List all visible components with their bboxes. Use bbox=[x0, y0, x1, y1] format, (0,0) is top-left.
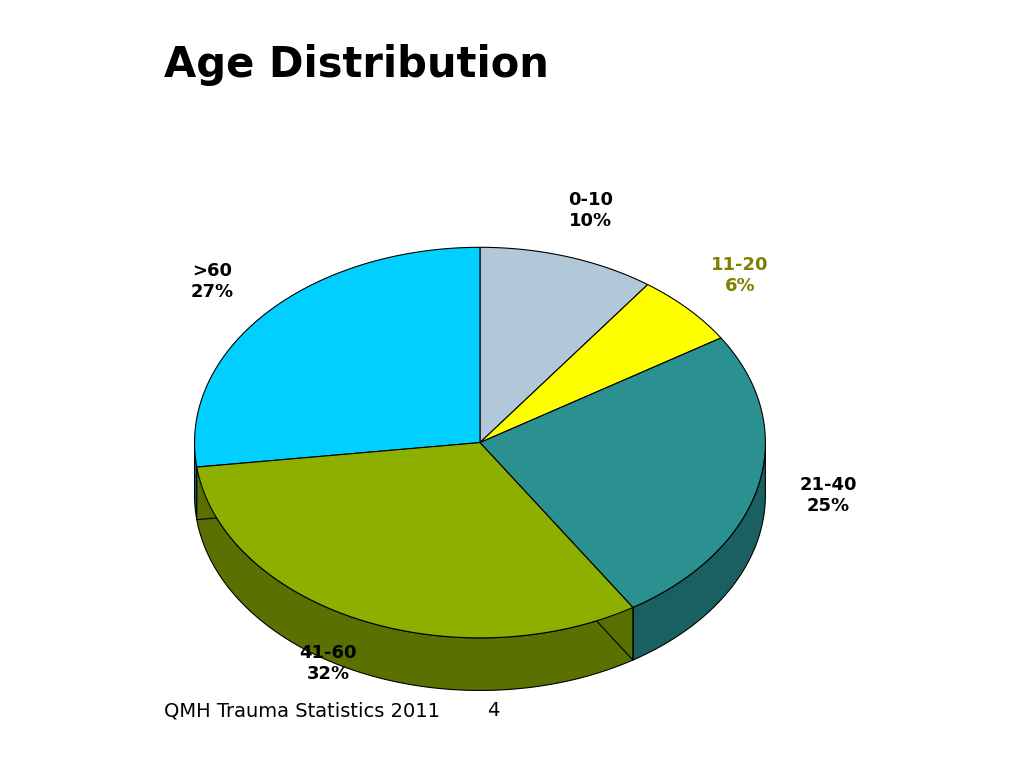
Text: 11-20
6%: 11-20 6% bbox=[710, 256, 768, 295]
Polygon shape bbox=[480, 285, 720, 443]
Polygon shape bbox=[197, 443, 480, 519]
Polygon shape bbox=[480, 247, 647, 443]
Polygon shape bbox=[197, 443, 632, 638]
Text: 4: 4 bbox=[487, 702, 499, 721]
Text: 21-40
25%: 21-40 25% bbox=[799, 477, 856, 516]
Polygon shape bbox=[480, 443, 632, 660]
Polygon shape bbox=[632, 444, 764, 660]
Text: Age Distribution: Age Distribution bbox=[164, 44, 549, 86]
Polygon shape bbox=[197, 443, 480, 519]
Polygon shape bbox=[197, 467, 632, 691]
Polygon shape bbox=[480, 443, 632, 660]
Text: 41-60
32%: 41-60 32% bbox=[299, 644, 357, 683]
Text: >60
27%: >60 27% bbox=[191, 262, 233, 301]
Text: 0-10
10%: 0-10 10% bbox=[568, 191, 612, 230]
Text: QMH Trauma Statistics 2011: QMH Trauma Statistics 2011 bbox=[164, 702, 440, 721]
Polygon shape bbox=[195, 247, 480, 467]
Polygon shape bbox=[195, 444, 197, 519]
Polygon shape bbox=[480, 338, 764, 607]
